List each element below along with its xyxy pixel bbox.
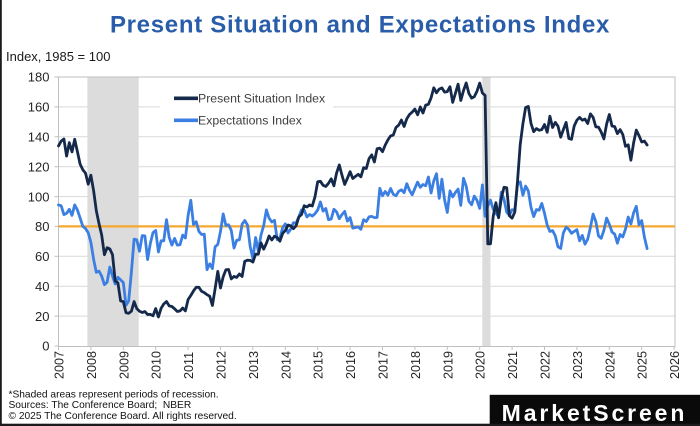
svg-text:180: 180 [28, 70, 50, 85]
svg-text:40: 40 [35, 279, 49, 294]
svg-text:120: 120 [28, 159, 50, 174]
svg-text:2019: 2019 [441, 351, 455, 379]
svg-text:140: 140 [28, 130, 50, 145]
svg-text:100: 100 [28, 189, 50, 204]
svg-text:2023: 2023 [571, 351, 585, 379]
svg-text:2009: 2009 [117, 351, 131, 379]
svg-text:20: 20 [35, 309, 49, 324]
svg-text:60: 60 [35, 249, 49, 264]
svg-text:160: 160 [28, 100, 50, 115]
svg-text:2022: 2022 [539, 351, 553, 379]
svg-text:0: 0 [42, 339, 49, 354]
svg-text:2021: 2021 [506, 351, 520, 379]
svg-text:© 2025 The Conference Board. A: © 2025 The Conference Board. All rights … [9, 411, 237, 422]
svg-text:Index, 1985 = 100: Index, 1985 = 100 [6, 49, 110, 64]
svg-text:2018: 2018 [409, 351, 423, 379]
svg-text:Present Situation and Expectat: Present Situation and Expectations Index [110, 12, 610, 39]
svg-text:Expectations Index: Expectations Index [198, 113, 303, 127]
svg-text:2015: 2015 [312, 351, 326, 379]
svg-text:2024: 2024 [603, 351, 617, 379]
svg-text:2017: 2017 [377, 351, 391, 379]
svg-text:2014: 2014 [279, 351, 293, 379]
svg-text:2025: 2025 [636, 351, 650, 379]
svg-text:80: 80 [35, 219, 49, 234]
svg-text:Sources: The Conference Board;: Sources: The Conference Board; NBER [9, 400, 192, 411]
svg-text:2011: 2011 [182, 352, 196, 379]
svg-text:2008: 2008 [85, 351, 99, 379]
svg-text:2010: 2010 [150, 351, 164, 379]
svg-text:2012: 2012 [215, 351, 229, 379]
svg-text:MarketScreen: MarketScreen [502, 400, 688, 426]
svg-text:*Shaded areas represent period: *Shaded areas represent periods of reces… [9, 390, 219, 401]
svg-text:2013: 2013 [247, 351, 261, 379]
svg-text:Present Situation Index: Present Situation Index [198, 91, 326, 105]
svg-text:2026: 2026 [668, 351, 682, 379]
svg-text:2020: 2020 [474, 351, 488, 379]
svg-text:2007: 2007 [53, 351, 67, 379]
svg-text:2016: 2016 [344, 351, 358, 379]
